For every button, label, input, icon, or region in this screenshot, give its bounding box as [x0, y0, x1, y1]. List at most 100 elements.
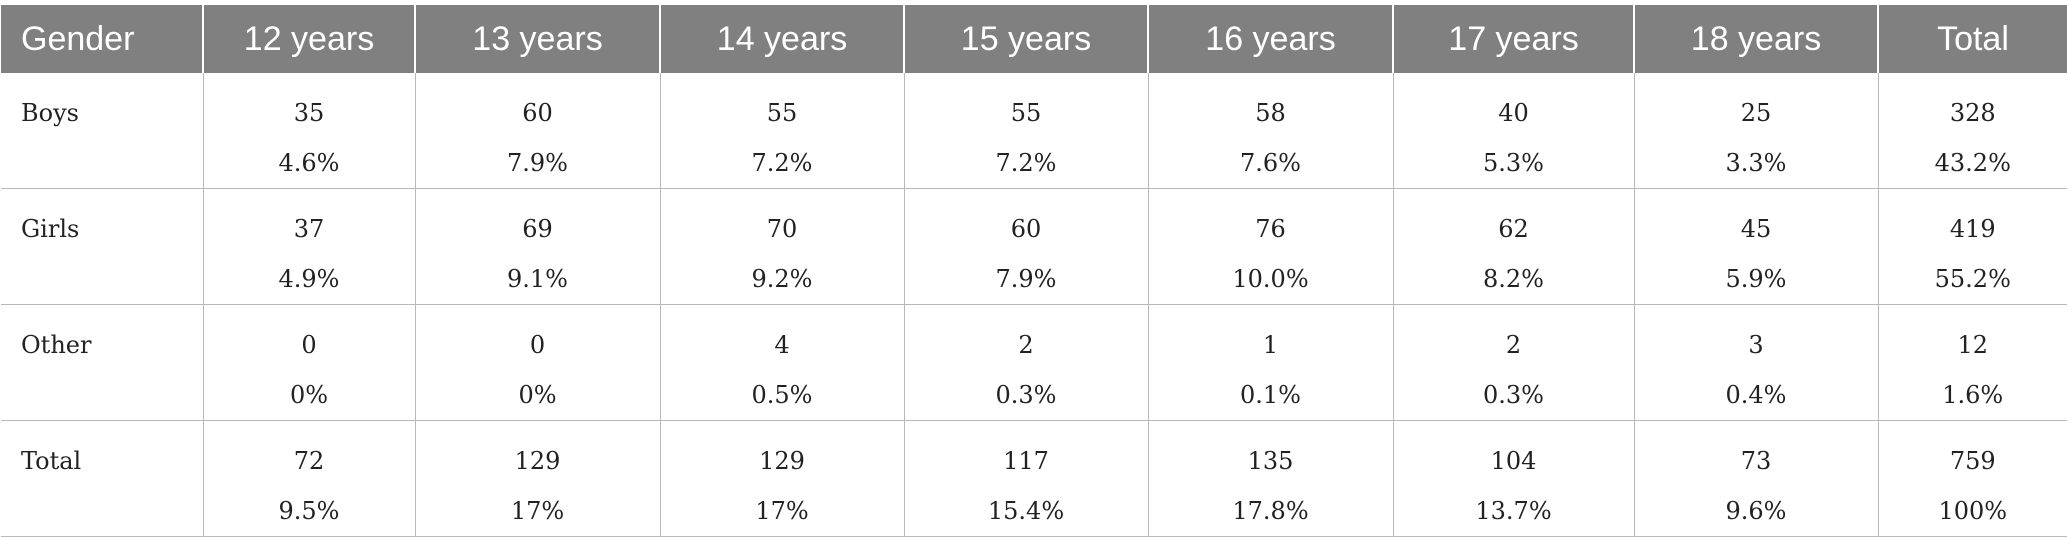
cell-content: 37 4.9%: [204, 189, 415, 304]
cell-count: 3: [1748, 331, 1764, 359]
cell-content: 35 4.6%: [204, 73, 415, 188]
cell-content: 40 5.3%: [1394, 73, 1634, 188]
cell-percent: 0.1%: [1240, 381, 1301, 409]
cell-content: 45 5.9%: [1635, 189, 1878, 304]
cell-percent: 4.6%: [278, 149, 340, 177]
cell-percent: 8.2%: [1483, 265, 1544, 293]
cell-percent: 9.1%: [507, 265, 568, 293]
cell-content: 1 0.1%: [1149, 305, 1393, 420]
cell-count: 328: [1949, 99, 1996, 127]
table-container: Gender 12 years 13 years 14 years 15 yea…: [1, 5, 2067, 537]
gender-age-table: Gender 12 years 13 years 14 years 15 yea…: [1, 5, 2067, 537]
cell-content: 25 3.3%: [1635, 73, 1878, 188]
cell-count: 37: [293, 215, 325, 243]
cell-count: 35: [293, 99, 325, 127]
cell-content: 55 7.2%: [661, 73, 904, 188]
cell-content: 3 0.4%: [1635, 305, 1878, 420]
row-label-text: Girls: [21, 215, 80, 243]
cell-count: 60: [522, 99, 553, 127]
cell-percent: 13.7%: [1475, 497, 1552, 525]
cell-content: 12 1.6%: [1879, 305, 2068, 420]
cell-content: 60 7.9%: [416, 73, 660, 188]
cell-percent: 4.9%: [278, 265, 340, 293]
cell-content: 328 43.2%: [1879, 73, 2068, 188]
cell-percent: 0.5%: [751, 381, 813, 409]
table-cell-16-years: 1 0.1%: [1148, 304, 1394, 421]
header-14-years: 14 years: [659, 5, 904, 73]
row-label: Total: [1, 420, 204, 537]
cell-percent: 10.0%: [1232, 265, 1309, 293]
cell-count: 25: [1740, 99, 1772, 127]
row-label-text: Other: [21, 331, 92, 359]
cell-percent: 100%: [1938, 497, 2008, 525]
table-cell-17-years: 2 0.3%: [1393, 304, 1635, 421]
cell-count: 759: [1949, 447, 1996, 475]
cell-percent: 17.8%: [1232, 497, 1309, 525]
table-cell-16-years: 58 7.6%: [1148, 73, 1394, 189]
table-cell-total: 759 100%: [1878, 420, 2067, 537]
table-cell-13-years: 0 0%: [415, 304, 661, 421]
cell-count: 55: [766, 99, 798, 127]
cell-percent: 7.9%: [995, 265, 1057, 293]
cell-content: 73 9.6%: [1635, 421, 1878, 536]
cell-percent: 15.4%: [987, 497, 1065, 525]
table-cell-17-years: 62 8.2%: [1393, 188, 1635, 305]
table-cell-total: 328 43.2%: [1878, 73, 2067, 189]
cell-count: 73: [1740, 447, 1772, 475]
table-cell-14-years: 129 17%: [660, 420, 905, 537]
cell-count: 2: [1018, 331, 1034, 359]
table-cell-17-years: 40 5.3%: [1393, 73, 1635, 189]
cell-count: 104: [1490, 447, 1537, 475]
cell-content: 70 9.2%: [661, 189, 904, 304]
row-label: Other: [1, 304, 204, 421]
table-cell-14-years: 4 0.5%: [660, 304, 905, 421]
cell-count: 4: [774, 331, 790, 359]
table-cell-14-years: 55 7.2%: [660, 73, 905, 189]
header-18-years: 18 years: [1633, 5, 1878, 73]
cell-count: 129: [759, 447, 805, 475]
cell-percent: 55.2%: [1934, 265, 2011, 293]
cell-percent: 9.5%: [278, 497, 340, 525]
row-label-text: Total: [21, 447, 82, 475]
cell-percent: 9.6%: [1725, 497, 1787, 525]
table-cell-15-years: 55 7.2%: [904, 73, 1149, 189]
cell-count: 0: [529, 331, 546, 359]
cell-percent: 7.2%: [751, 149, 813, 177]
table-cell-15-years: 60 7.9%: [904, 188, 1149, 305]
header-13-years: 13 years: [414, 5, 660, 73]
table-cell-18-years: 25 3.3%: [1634, 73, 1879, 189]
cell-percent: 0%: [289, 381, 329, 409]
header-17-years: 17 years: [1392, 5, 1634, 73]
row-label: Girls: [1, 188, 204, 305]
table-cell-13-years: 60 7.9%: [415, 73, 661, 189]
cell-percent: 0%: [518, 381, 557, 409]
header-total: Total: [1877, 5, 2067, 73]
cell-content: 104 13.7%: [1394, 421, 1634, 536]
cell-percent: 9.2%: [751, 265, 813, 293]
cell-percent: 7.2%: [995, 149, 1057, 177]
cell-content: 60 7.9%: [905, 189, 1148, 304]
cell-count: 2: [1505, 331, 1522, 359]
cell-content: 62 8.2%: [1394, 189, 1634, 304]
cell-percent: 17%: [755, 497, 809, 525]
table-cell-13-years: 129 17%: [415, 420, 661, 537]
cell-content: 58 7.6%: [1149, 73, 1393, 188]
table-row-other: Other 0 0% 0 0% 4 0.5% 2 0.3% 1 0.1% 2 0.3% 3 0.4% 12 1.…: [1, 304, 2068, 421]
header-16-years: 16 years: [1147, 5, 1393, 73]
table-cell-15-years: 2 0.3%: [904, 304, 1149, 421]
cell-count: 117: [1003, 447, 1049, 475]
cell-percent: 1.6%: [1942, 381, 2004, 409]
cell-content: 0 0%: [204, 305, 415, 420]
cell-content: 2 0.3%: [905, 305, 1148, 420]
cell-percent: 0.3%: [995, 381, 1057, 409]
cell-content: 117 15.4%: [905, 421, 1148, 536]
cell-count: 70: [766, 215, 798, 243]
table-cell-total: 419 55.2%: [1878, 188, 2067, 305]
table-row-boys: Boys 35 4.6% 60 7.9% 55 7.2% 55 7.2% 58 7.6% 40 5.3%…: [1, 73, 2067, 189]
table-cell-16-years: 76 10.0%: [1148, 188, 1394, 305]
header-15-years: 15 years: [903, 5, 1148, 73]
table-cell-12-years: 72 9.5%: [203, 420, 416, 537]
cell-count: 45: [1740, 215, 1772, 243]
cell-count: 40: [1498, 99, 1529, 127]
table-cell-total: 12 1.6%: [1878, 304, 2068, 421]
